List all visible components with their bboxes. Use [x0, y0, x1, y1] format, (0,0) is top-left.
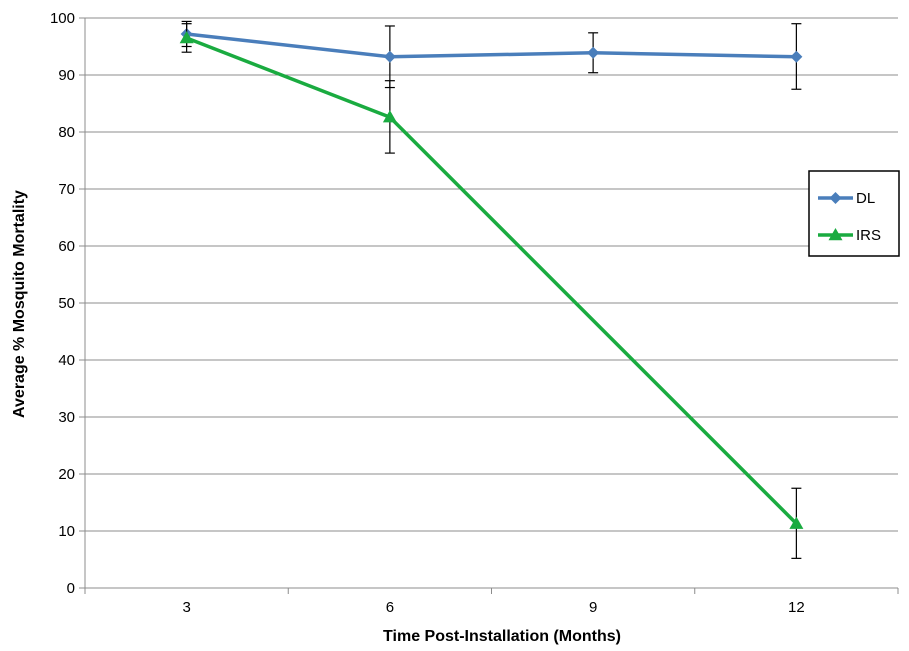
- data-point-irs: [382, 110, 397, 123]
- series-line-irs: [185, 36, 798, 525]
- y-tick-label: 0: [67, 580, 75, 597]
- y-tick-label: 20: [58, 466, 75, 483]
- x-tick-label: 6: [386, 599, 394, 616]
- legend-label-dl: DL: [856, 190, 875, 207]
- legend-label-irs: IRS: [856, 227, 881, 244]
- legend-box: [808, 170, 900, 257]
- y-axis-title: Average % Mosquito Mortality: [11, 190, 28, 418]
- series-line-dl: [186, 32, 797, 59]
- gridlines: [85, 17, 898, 532]
- y-tick-label: 100: [50, 10, 75, 27]
- series-irs: [179, 23, 804, 559]
- y-tick-label: 30: [58, 409, 75, 426]
- y-tick-label: 40: [58, 352, 75, 369]
- y-tick-label: 60: [58, 238, 75, 255]
- y-tick-label: 50: [58, 295, 75, 312]
- data-point-dl: [790, 50, 803, 63]
- y-tick-label: 90: [58, 67, 75, 84]
- data-point-irs: [789, 516, 804, 529]
- x-tick-label: 3: [182, 599, 190, 616]
- x-tick-label: 9: [589, 599, 597, 616]
- series-layer: [179, 20, 804, 559]
- y-tick-label: 10: [58, 523, 75, 540]
- data-point-irs: [179, 30, 194, 44]
- x-axis-title: Time Post-Installation (Months): [383, 628, 621, 645]
- data-point-dl: [587, 46, 600, 59]
- series-dl: [180, 20, 803, 90]
- y-axis-ticks: 0 10 20 30 40 50 60 70 80 90 100: [50, 10, 85, 597]
- legend-marker-dl: [829, 192, 842, 204]
- y-tick-label: 80: [58, 124, 75, 141]
- legend: DL IRS: [808, 170, 900, 257]
- data-point-dl: [383, 50, 396, 63]
- y-tick-label: 70: [58, 181, 75, 198]
- x-tick-label: 12: [788, 599, 805, 616]
- x-axis-ticks: 3 6 9 12: [84, 588, 899, 616]
- legend-marker-irs: [828, 228, 843, 241]
